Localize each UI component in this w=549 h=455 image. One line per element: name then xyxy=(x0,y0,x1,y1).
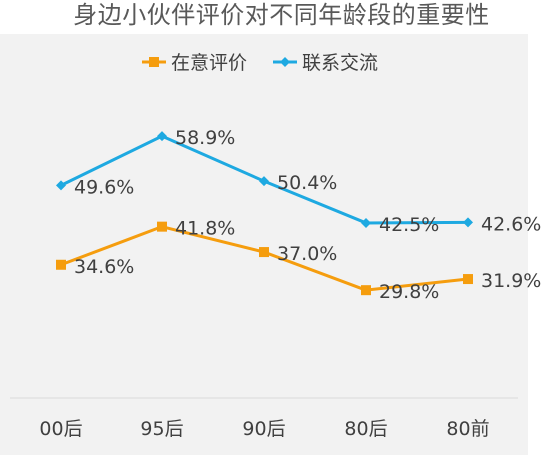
x-tick-labels: 00后 95后 90后 80后 80前 xyxy=(39,418,489,440)
x-tick-label: 95后 xyxy=(140,418,183,440)
data-label: 42.6% xyxy=(481,213,541,235)
legend-label: 联系交流 xyxy=(302,52,378,74)
data-label: 29.8% xyxy=(379,281,439,303)
plot-background xyxy=(0,34,528,455)
data-point-square xyxy=(361,285,371,296)
data-point-square xyxy=(157,221,167,232)
legend-marker-diamond xyxy=(280,57,290,67)
data-point-diamond xyxy=(56,180,66,191)
series-blue: 49.6% 58.9% 50.4% 42.5% 42.6% xyxy=(56,127,541,236)
data-point-diamond xyxy=(157,131,167,142)
data-label: 50.4% xyxy=(277,172,337,194)
x-tick-label: 00后 xyxy=(39,418,82,440)
data-label: 34.6% xyxy=(74,256,134,278)
data-label: 37.0% xyxy=(277,243,337,265)
legend: 在意评价 联系交流 xyxy=(142,52,378,74)
x-tick-label: 80后 xyxy=(344,418,387,440)
data-point-square xyxy=(259,247,269,258)
data-point-square xyxy=(463,274,473,285)
data-point-diamond xyxy=(463,217,473,228)
data-point-diamond xyxy=(361,217,371,228)
legend-marker-square xyxy=(149,57,159,67)
chart-title: 身边小伙伴评价对不同年龄段的重要性 xyxy=(73,1,490,29)
data-point-diamond xyxy=(259,176,269,187)
series-orange: 34.6% 41.8% 37.0% 29.8% 31.9% xyxy=(56,218,541,303)
series-layer: 34.6% 41.8% 37.0% 29.8% 31.9% 49.6% 58.9% 50.4%… xyxy=(56,127,541,303)
data-label: 58.9% xyxy=(175,127,235,149)
data-label: 49.6% xyxy=(74,176,134,198)
data-label: 41.8% xyxy=(175,218,235,240)
data-label: 42.5% xyxy=(379,214,439,236)
data-label: 31.9% xyxy=(481,270,541,292)
data-point-square xyxy=(56,259,66,270)
legend-item: 联系交流 xyxy=(273,52,378,74)
x-tick-label: 90后 xyxy=(242,418,285,440)
legend-label: 在意评价 xyxy=(171,52,247,74)
x-tick-label: 80前 xyxy=(446,418,489,440)
legend-item: 在意评价 xyxy=(142,52,247,74)
